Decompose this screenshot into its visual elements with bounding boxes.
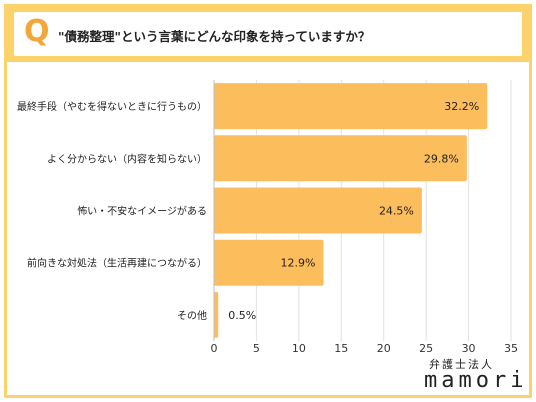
value-label-0: 32.2% [444,100,479,113]
category-label-1: よく分からない（内容を知らない） [47,152,207,165]
brand-subtitle: 弁護士法人 [429,358,494,371]
x-tick-label-2: 10 [292,342,306,355]
x-tick-label-5: 25 [419,342,433,355]
value-label-3: 12.9% [281,257,316,270]
question-box: Q "債務整理"という言葉にどんな印象を持っていますか？ [14,12,522,56]
question-text: "債務整理"という言葉にどんな印象を持っていますか？ [58,29,371,44]
question-header: Q "債務整理"という言葉にどんな印象を持っていますか？ [4,4,532,62]
x-tick-label-7: 35 [504,342,518,355]
bar-0 [214,83,488,130]
x-tick-label-3: 15 [334,342,348,355]
x-tick-label-6: 30 [462,342,476,355]
value-label-2: 24.5% [379,205,414,218]
value-label-1: 29.8% [424,152,459,165]
x-tick-label-0: 0 [211,342,218,355]
bar-1 [214,135,467,182]
x-tick-label-1: 5 [253,342,260,355]
category-label-0: 最終手段（やむを得ないときに行うもの） [17,100,207,113]
category-label-2: 怖い・不安なイメージがある [77,205,207,218]
category-label-4: その他 [177,309,207,322]
bar-3 [214,239,324,286]
brand-logo: mamori [424,368,528,393]
bar-2 [214,187,422,234]
category-label-3: 前向きな対処法（生活再建につながる） [27,257,207,270]
value-label-4: 0.5% [228,309,256,322]
x-tick-label-4: 20 [377,342,391,355]
q-icon: Q [24,14,50,49]
bar-4 [214,291,219,338]
